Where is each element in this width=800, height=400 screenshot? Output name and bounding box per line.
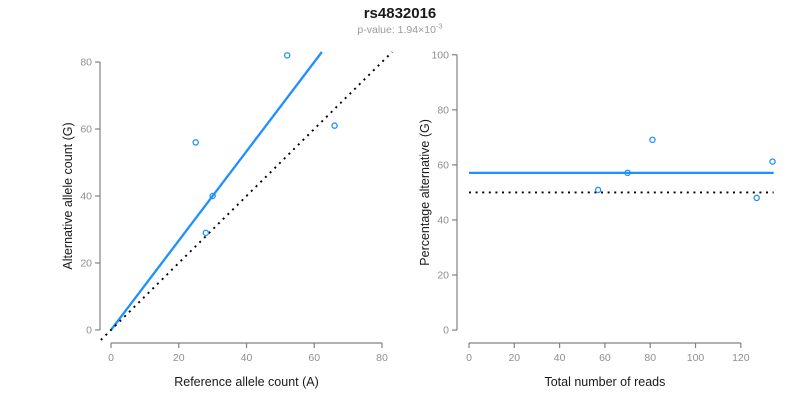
y-tick-label: 0	[443, 325, 449, 337]
data-point	[209, 192, 216, 200]
y-tick-label: 100	[431, 49, 449, 61]
p-value-text: p-value: 1.94×10	[357, 24, 436, 36]
x-tick-label: 80	[644, 352, 656, 364]
data-point	[283, 52, 291, 59]
data-point	[192, 139, 199, 146]
data-point	[769, 158, 776, 165]
y-tick-label: 0	[86, 325, 92, 337]
data-point	[649, 136, 656, 144]
y-tick-label: 40	[437, 215, 449, 227]
x-tick-label: 60	[308, 352, 320, 364]
x-tick-label: 0	[466, 352, 472, 364]
x-tick-label: 0	[108, 352, 114, 364]
page-title: rs4832016	[363, 5, 437, 22]
x-tick-label: 80	[376, 352, 388, 364]
y-tick-label: 80	[437, 104, 449, 116]
x-axis-title: Total number of reads	[544, 375, 665, 389]
x-axis-title: Reference allele count (A)	[174, 375, 319, 389]
data-point	[624, 169, 631, 177]
x-tick-label: 40	[554, 352, 566, 364]
y-tick-label: 80	[80, 57, 92, 69]
y-axis-title: Percentage alternative (G)	[418, 119, 432, 266]
x-tick-label: 120	[732, 352, 750, 364]
y-axis-title: Alternative allele count (G)	[61, 122, 75, 269]
p-value-subtitle: p-value: 1.94×10-3	[0, 21, 800, 36]
y-tick-label: 60	[437, 160, 449, 172]
y-tick-label: 20	[80, 258, 92, 270]
p-value-exponent: -3	[435, 21, 443, 31]
x-tick-label: 100	[687, 352, 705, 364]
x-tick-label: 20	[508, 352, 520, 364]
x-tick-label: 20	[173, 352, 185, 364]
x-tick-label: 40	[241, 352, 253, 364]
y-tick-label: 60	[80, 124, 92, 136]
y-tick-label: 20	[437, 270, 449, 282]
data-point	[202, 229, 210, 237]
y-tick-label: 40	[80, 191, 92, 203]
data-point	[594, 186, 602, 194]
allele-counts-panel: 0 20 40 60 80 0 20 40 60 80 Reference allele count…	[61, 51, 393, 389]
data-point	[331, 122, 338, 129]
fit-line	[110, 51, 323, 331]
x-tick-label: 60	[599, 352, 611, 364]
percentage-reads-panel: 0 20 40 60 80 100 0 20 40 60 80 100 120 Total number …	[418, 49, 776, 389]
identity-line	[100, 51, 393, 341]
data-point	[753, 194, 760, 202]
